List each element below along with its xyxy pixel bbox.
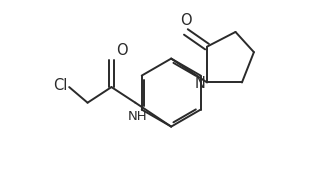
Text: Cl: Cl <box>53 78 67 93</box>
Text: O: O <box>180 13 192 28</box>
Text: N: N <box>194 76 205 91</box>
Text: NH: NH <box>127 110 147 123</box>
Text: O: O <box>116 43 128 58</box>
